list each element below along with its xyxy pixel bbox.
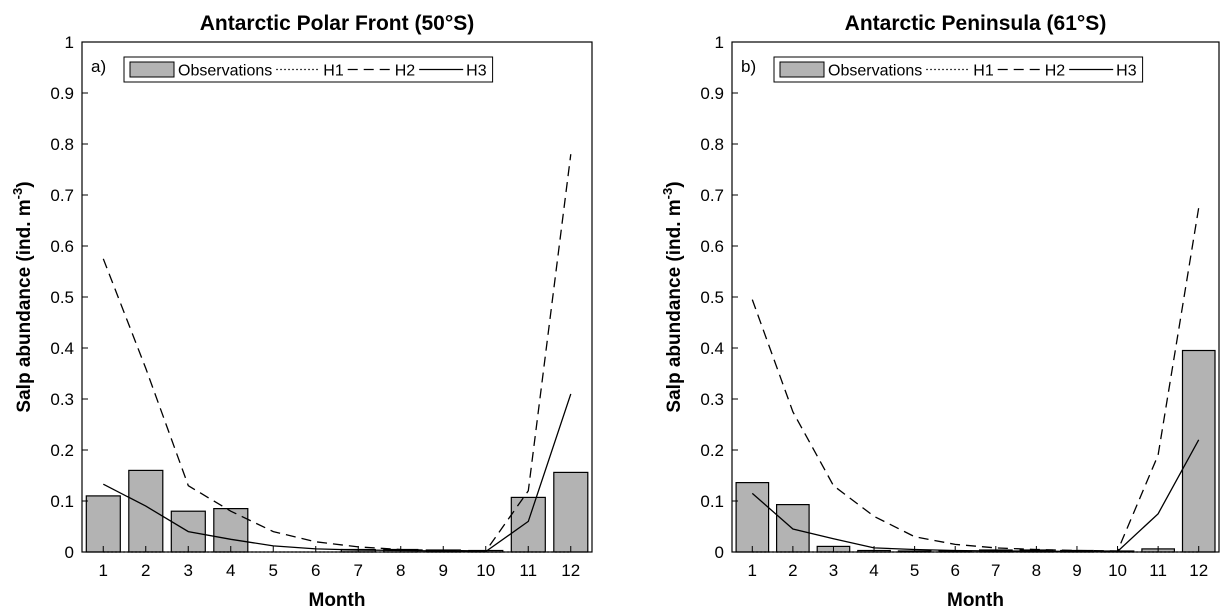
bar-month-4 (213, 508, 249, 553)
x-tick-label: 2 (141, 561, 150, 580)
y-tick-label: 0.8 (700, 135, 724, 154)
x-tick-label: 6 (950, 561, 959, 580)
x-tick-label: 11 (519, 561, 537, 580)
x-tick-label: 2 (788, 561, 797, 580)
bar-month-11 (510, 496, 546, 553)
x-tick-label: 4 (869, 561, 878, 580)
y-tick-label: 0.3 (50, 390, 74, 409)
x-tick-label: 8 (396, 561, 405, 580)
x-tick-label: 12 (1189, 561, 1208, 580)
y-tick-label: 0 (65, 543, 74, 562)
y-tick-label: 0.7 (50, 186, 74, 205)
chart-title: Antarctic Polar Front (50°S) (200, 12, 474, 35)
y-tick-label: 0.9 (700, 84, 724, 103)
y-tick-label: 0.6 (50, 237, 74, 256)
panel-label: a) (91, 57, 106, 76)
y-axis-label: Salp abundance (ind. m-3) (660, 181, 685, 412)
x-tick-label: 12 (561, 561, 580, 580)
y-tick-label: 0.4 (700, 339, 724, 358)
legend-label-h1: H1 (973, 63, 994, 80)
legend-label-observations: Observations (178, 63, 272, 80)
legend-label-h2: H2 (1045, 63, 1066, 80)
chart-panel-1: Antarctic Polar Front (50°S) 0 0.1 0.2 0.3 0.… (10, 12, 593, 611)
bar-month-12 (553, 471, 589, 553)
x-tick-label: 1 (99, 561, 108, 580)
bar-month-1 (735, 482, 770, 553)
bar-month-2 (128, 469, 164, 553)
x-tick-label: 4 (226, 561, 235, 580)
x-tick-label: 9 (439, 561, 448, 580)
legend-label-h1: H1 (323, 63, 344, 80)
x-tick-label: 7 (991, 561, 1000, 580)
y-tick-label: 0.9 (50, 84, 74, 103)
y-tick-label: 1 (65, 33, 74, 52)
y-tick-label: 0.2 (50, 441, 74, 460)
series-line-h3 (751, 439, 1200, 553)
x-tick-label: 10 (476, 561, 495, 580)
y-tick-label: 0.1 (700, 492, 724, 511)
y-tick-label: 0.5 (50, 288, 74, 307)
y-tick-label: 0.8 (50, 135, 74, 154)
legend-swatch-observations (779, 61, 825, 78)
legend-label-observations: Observations (828, 63, 922, 80)
x-tick-label: 6 (311, 561, 320, 580)
series-line-h2 (751, 207, 1200, 552)
y-tick-label: 1 (715, 33, 724, 52)
x-tick-label: 1 (748, 561, 757, 580)
bar-month-12 (1181, 349, 1216, 553)
y-tick-label: 0.4 (50, 339, 74, 358)
y-axis-label: Salp abundance (ind. m-3) (10, 181, 35, 412)
y-tick-label: 0.5 (700, 288, 724, 307)
x-tick-label: 5 (910, 561, 919, 580)
legend-swatch-observations (129, 61, 175, 78)
chart-panel-2: Antarctic Peninsula (61°S) 0 0.1 0.2 0.3 0.4 0… (660, 12, 1220, 611)
x-axis-label: Month (947, 590, 1004, 611)
x-tick-label: 8 (1032, 561, 1041, 580)
series-line-h2 (102, 154, 572, 552)
legend-label-h3: H3 (466, 63, 487, 80)
panel-label: b) (741, 57, 756, 76)
y-tick-label: 0.1 (50, 492, 74, 511)
x-tick-label: 3 (184, 561, 193, 580)
x-tick-label: 9 (1072, 561, 1081, 580)
y-tick-label: 0.2 (700, 441, 724, 460)
legend: Observations H1 H2 H3 (773, 56, 1144, 83)
x-tick-label: 5 (269, 561, 278, 580)
x-tick-label: 3 (829, 561, 838, 580)
legend-label-h2: H2 (395, 63, 416, 80)
legend: Observations H1 H2 H3 (123, 56, 494, 83)
series-line-h3 (103, 393, 572, 553)
bar-month-1 (85, 495, 121, 553)
plot-area-frame (731, 41, 1220, 553)
y-tick-label: 0.6 (700, 237, 724, 256)
y-tick-label: 0 (715, 543, 724, 562)
y-tick-label: 0.7 (700, 186, 724, 205)
legend-label-h3: H3 (1116, 63, 1137, 80)
y-tick-label: 0.3 (700, 390, 724, 409)
x-tick-label: 11 (1149, 561, 1167, 580)
x-tick-label: 7 (354, 561, 363, 580)
x-tick-label: 10 (1108, 561, 1127, 580)
x-axis-label: Month (309, 590, 366, 611)
chart-title: Antarctic Peninsula (61°S) (845, 12, 1107, 35)
